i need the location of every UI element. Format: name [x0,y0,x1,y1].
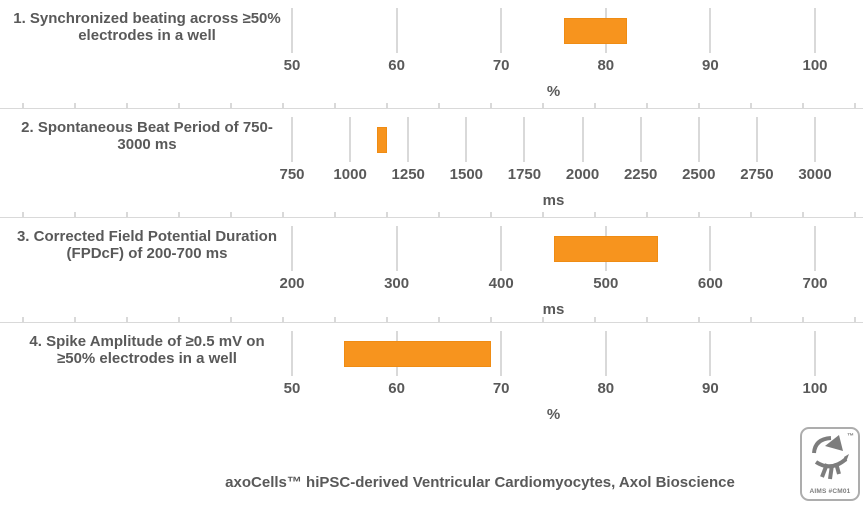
axis-unit-label: % [546,406,561,423]
axis-unit-label: ms [542,301,565,318]
criterion-row-4: 4. Spike Amplitude of ≥0.5 mV on ≥50% ele… [0,317,863,425]
figure-caption: axoCells™ hiPSC-derived Ventricular Card… [225,474,735,491]
axis-tick [814,226,816,271]
axis-tick [500,8,503,53]
axis-tick-label: 2000 [565,166,600,183]
axis-tick [814,331,816,376]
axis-tick-label: 50 [283,57,301,74]
axis-tick [604,331,607,376]
axis-tick-label: 100 [802,57,828,74]
axis-tick-label: 700 [802,275,828,292]
criterion-label-line: 3. Corrected Field Potential Duration [16,228,278,245]
criterion-label-line: (FPDcF) of 200-700 ms [66,245,228,262]
axis-tick [407,117,410,162]
axis-tick-label: 2750 [740,166,774,183]
criterion-label-line: ≥50% electrodes in a well [57,350,237,367]
axis-unit-label: ms [542,192,565,209]
axis-tick [395,226,398,271]
row-divider [0,103,863,109]
axis-tick-label: 80 [597,380,615,397]
axis-tick-label: 1500 [449,166,484,183]
axis-tick-label: 60 [388,57,405,74]
axis-tick-labels: 50 60 70 80 90 100 [284,380,828,400]
axis-tick [709,8,712,53]
criterion-row-2: 2. Spontaneous Beat Period of 750- 3000 m… [0,103,863,212]
figure-footer: axoCells™ hiPSC-derived Ventricular Card… [0,425,863,505]
axis-tick [291,117,293,162]
axis-tick-label: 2500 [682,166,716,183]
criterion-axis [291,226,816,271]
range-bar [376,127,388,153]
axis-tick-label: 400 [488,275,514,292]
axis-tick [523,117,526,162]
axis-tick-label: 60 [388,380,405,397]
criterion-label-line: 3000 ms [117,136,177,153]
axis-tick-label: 50 [283,380,301,397]
criterion-label-line: 2. Spontaneous Beat Period of 750- [21,119,273,136]
axis-tick [581,117,584,162]
axis-tick-labels: 50 60 70 80 90 100 [284,57,828,77]
criterion-axis [291,8,816,53]
axis-tick [291,8,293,53]
axis-tick [697,117,700,162]
aims-logo-label: AIMS #CM01 [809,488,851,495]
axis-tick [755,117,758,162]
criterion-label-line: 1. Synchronized beating across ≥50% [13,10,281,27]
criterion-label-line: electrodes in a well [78,27,216,44]
axis-tick-label: 500 [593,275,619,292]
axis-tick-label: 70 [492,380,510,397]
axis-tick-label: 300 [384,275,410,292]
axis-tick-label: 3000 [798,166,832,183]
row-divider [0,212,863,218]
axis-tick-label: 70 [492,57,510,74]
axis-tick-labels: 200 300 400 500 600 700 [279,275,827,295]
axis-tick [291,331,293,376]
range-bar [563,18,627,44]
axis-tick [814,8,816,53]
axis-tick-labels: 750 1000 1250 1500 1750 2000 2250 2500 2750 3000 [279,166,831,186]
trademark-symbol: ™ [847,433,854,440]
axis-tick-label: 1250 [391,166,425,183]
criterion-row-3: 3. Corrected Field Potential Duration (FP… [0,212,863,318]
axis-tick [465,117,468,162]
axis-tick [814,117,816,162]
criterion-label-line: 4. Spike Amplitude of ≥0.5 mV on [29,333,265,350]
axis-unit-label: % [546,83,561,100]
row-divider [0,317,863,323]
criterion-axis [291,117,816,162]
range-bar [344,341,491,367]
axis-tick-label: 1000 [333,166,367,183]
axis-tick-label: 80 [597,57,615,74]
aims-logo-mark [812,435,849,480]
axis-tick [709,226,712,271]
axis-tick-label: 2250 [623,166,658,183]
axis-tick-label: 600 [697,275,723,292]
axis-tick [500,226,503,271]
axis-tick [291,226,293,271]
axis-tick [395,8,398,53]
axis-tick [349,117,352,162]
axis-tick [500,331,503,376]
axis-tick-label: 1750 [507,166,542,183]
criteria-rows: 1. Synchronized beating across ≥50% elect… [0,0,863,425]
axis-tick-label: 750 [279,166,305,183]
criterion-label: 3. Corrected Field Potential Duration (FP… [6,228,288,262]
axis-tick-label: 100 [802,380,828,397]
criterion-row-1: 1. Synchronized beating across ≥50% elect… [0,0,863,103]
criterion-axis [291,331,816,376]
axis-tick-label: 90 [702,380,719,397]
range-bar [553,236,659,262]
criterion-label: 4. Spike Amplitude of ≥0.5 mV on ≥50% ele… [6,333,288,367]
criterion-label: 2. Spontaneous Beat Period of 750- 3000 m… [6,119,288,153]
axis-tick-label: 90 [702,57,719,74]
axis-tick-label: 200 [279,275,305,292]
axis-tick [639,117,642,162]
criterion-label: 1. Synchronized beating across ≥50% elect… [6,10,288,44]
axis-tick [709,331,712,376]
aims-logo: ™ AIMS #CM01 [800,427,860,501]
